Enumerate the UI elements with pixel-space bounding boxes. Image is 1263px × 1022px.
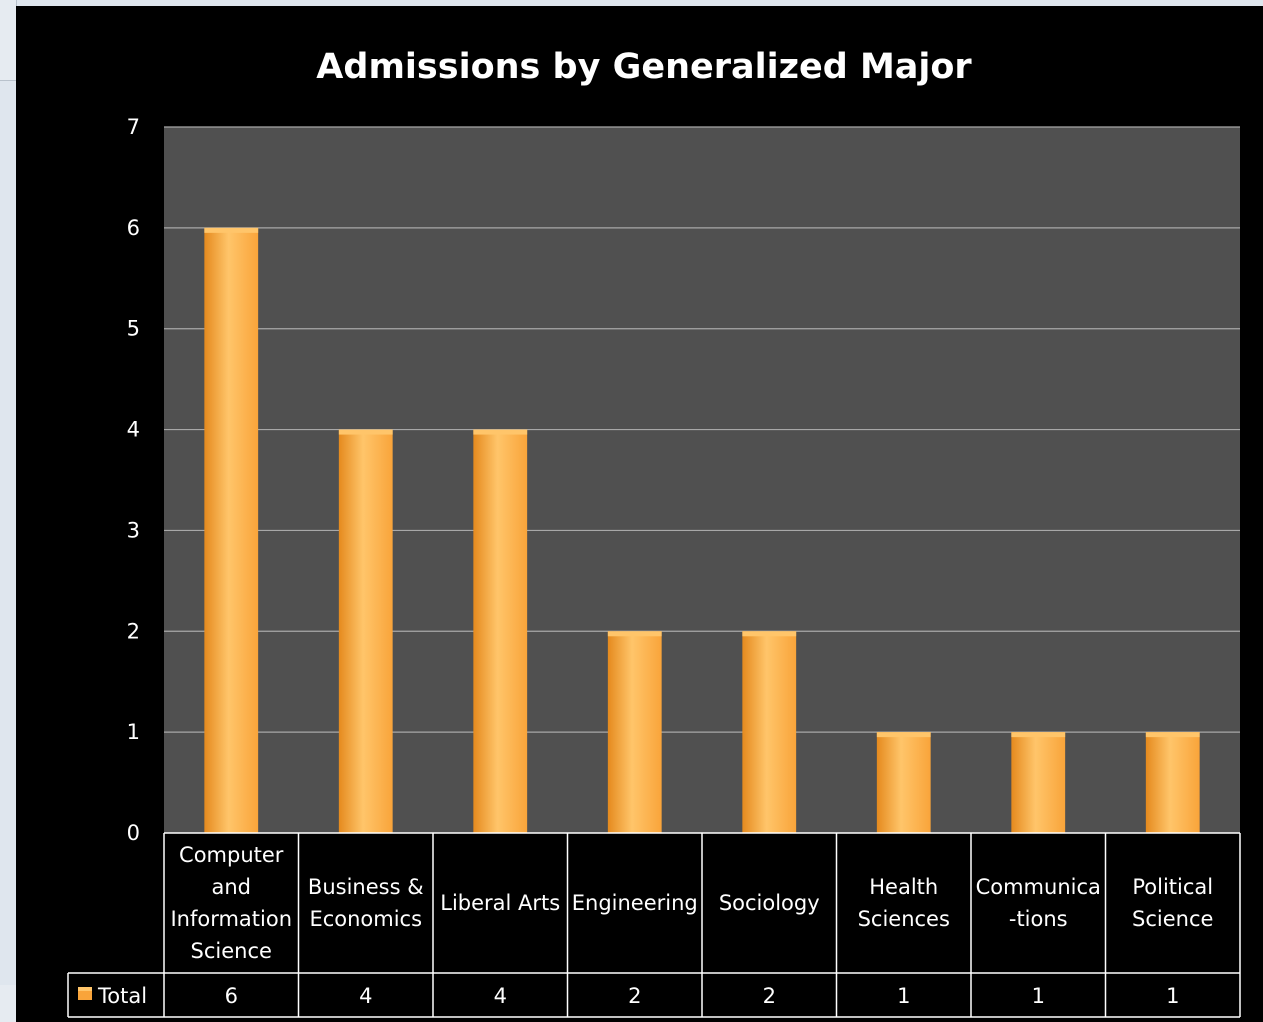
window-edge-top xyxy=(0,0,17,81)
y-tick-label: 2 xyxy=(127,619,140,643)
category-label: Economics xyxy=(309,907,422,931)
bar xyxy=(1011,732,1066,833)
data-table-value: 6 xyxy=(225,984,238,1008)
bar-body xyxy=(607,631,662,833)
bar-cap xyxy=(204,227,259,233)
bar xyxy=(607,631,662,833)
y-tick-label: 0 xyxy=(127,821,140,845)
window-edge-bottom xyxy=(0,985,17,1022)
bar-body xyxy=(1011,732,1066,833)
data-table-value: 2 xyxy=(763,984,776,1008)
plot-area xyxy=(164,127,1240,833)
bar-body xyxy=(473,429,528,833)
category-label: Sciences xyxy=(858,907,950,931)
chart-title: Admissions by Generalized Major xyxy=(316,47,972,87)
category-label: Communica xyxy=(976,875,1101,899)
data-table: Computer and Information Science Business & E… xyxy=(67,832,1241,1018)
category-label: Political xyxy=(1132,875,1213,899)
data-table-value: 1 xyxy=(897,984,910,1008)
category-label: -tions xyxy=(1009,907,1068,931)
y-tick-label: 1 xyxy=(127,720,140,744)
bar-body xyxy=(742,631,797,833)
legend-key-highlight xyxy=(78,987,92,991)
bar-cap xyxy=(1011,732,1066,738)
y-tick-label: 6 xyxy=(127,216,140,240)
data-table-value: 1 xyxy=(1166,984,1179,1008)
y-tick-label: 3 xyxy=(127,518,140,542)
chart-area[interactable]: Admissions by Generalized Major 0 1 2 3 4 5 6 7… xyxy=(16,6,1263,1022)
category-label: Information xyxy=(170,907,292,931)
legend-series-name: Total xyxy=(97,984,147,1008)
bar-cap xyxy=(742,631,797,637)
y-tick-label: 5 xyxy=(127,317,140,341)
bar xyxy=(876,732,931,833)
bar-body xyxy=(204,227,259,833)
category-label: Business & xyxy=(308,875,424,899)
bar xyxy=(473,429,528,833)
bar-body xyxy=(876,732,931,833)
category-label: Computer xyxy=(179,843,284,867)
category-label: Sociology xyxy=(719,891,820,915)
category-label: Liberal Arts xyxy=(440,891,560,915)
data-table-value: 1 xyxy=(1032,984,1045,1008)
category-label: and xyxy=(211,875,251,899)
bar-cap xyxy=(607,631,662,637)
bar xyxy=(742,631,797,833)
y-axis-ticks: 0 1 2 3 4 5 6 7 xyxy=(127,115,140,845)
chart-svg: Admissions by Generalized Major 0 1 2 3 4 5 6 7… xyxy=(67,47,1241,1018)
bar-cap xyxy=(1145,732,1200,738)
category-label: Engineering xyxy=(572,891,698,915)
category-label: Health xyxy=(869,875,938,899)
bars xyxy=(204,227,1200,833)
category-label: Science xyxy=(1132,907,1213,931)
bar-body xyxy=(1145,732,1200,833)
bar-body xyxy=(338,429,393,833)
bar-cap xyxy=(473,429,528,435)
bar-cap xyxy=(338,429,393,435)
data-table-value: 4 xyxy=(359,984,372,1008)
data-table-value: 2 xyxy=(628,984,641,1008)
bar xyxy=(204,227,259,833)
y-tick-label: 7 xyxy=(127,115,140,139)
bar xyxy=(1145,732,1200,833)
bar xyxy=(338,429,393,833)
legend-key-icon xyxy=(78,987,92,1000)
y-tick-label: 4 xyxy=(127,418,140,442)
bar-cap xyxy=(876,732,931,738)
category-label: Science xyxy=(191,939,272,963)
data-table-value: 4 xyxy=(494,984,507,1008)
